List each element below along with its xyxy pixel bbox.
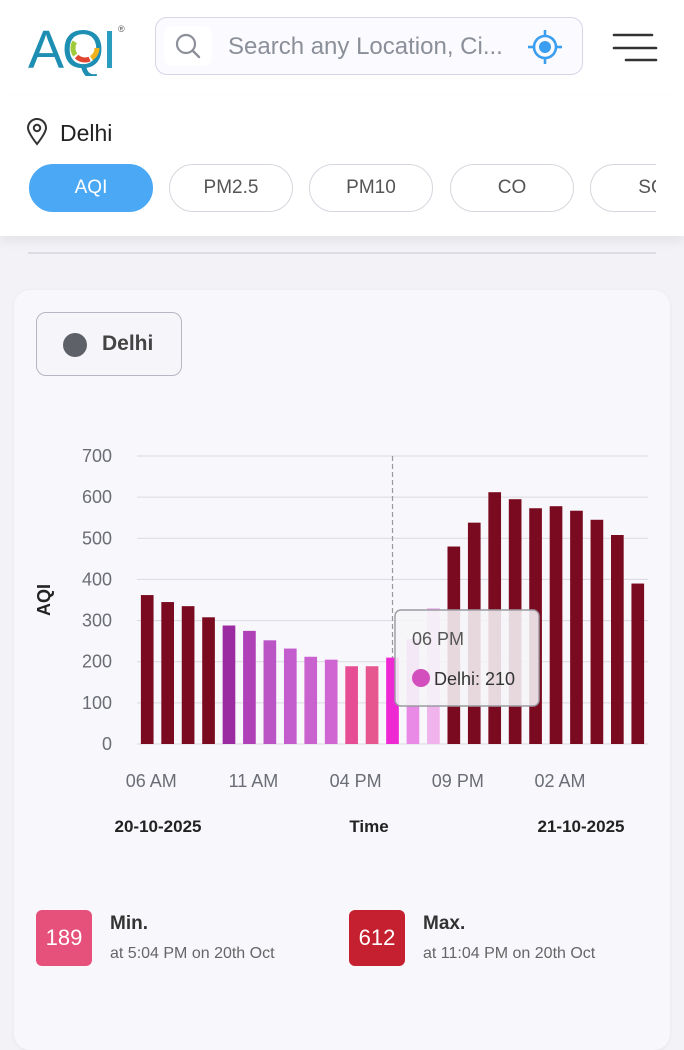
bar-24 <box>631 583 645 744</box>
bar-11 <box>365 666 379 744</box>
x-tick-label: 02 AM <box>535 771 586 791</box>
max-value-badge: 612 <box>349 910 405 966</box>
max-title: Max. <box>423 913 466 934</box>
bar-9 <box>324 659 338 744</box>
city-name: Delhi <box>60 120 113 146</box>
y-tick-label: 600 <box>82 487 112 507</box>
tab-pm25[interactable]: PM2.5 <box>169 164 293 212</box>
bar-5 <box>243 630 256 744</box>
legend-toggle-delhi[interactable]: Delhi <box>36 312 182 376</box>
bar-0 <box>140 595 154 744</box>
x-tick-label: 11 AM <box>229 771 279 791</box>
bar-10 <box>345 666 358 744</box>
tab-pm10[interactable]: PM10 <box>309 164 433 212</box>
bar-7 <box>283 648 297 744</box>
bar-3 <box>202 617 215 744</box>
search-box[interactable] <box>155 17 583 75</box>
tooltip-box <box>394 609 540 707</box>
locate-me-icon[interactable] <box>528 30 562 64</box>
y-tick-label: 500 <box>82 528 112 548</box>
bar-22 <box>590 519 604 744</box>
bar-2 <box>181 606 195 744</box>
max-subtitle: at 11:04 PM on 20th Oct <box>423 945 596 962</box>
aqi-logo[interactable]: AQI ® <box>28 20 128 80</box>
tooltip-time: 06 PM <box>412 629 464 649</box>
y-tick-label: 200 <box>82 652 112 672</box>
bar-21 <box>570 510 583 744</box>
bar-8 <box>304 656 318 744</box>
bar-6 <box>263 640 277 744</box>
map-pin-icon <box>26 118 48 146</box>
aqi-bar-chart: 0 100 200 300 400 500 600 700 AQI 06 AM 11 AM 04 PM… <box>34 446 648 836</box>
y-tick-label: 300 <box>82 611 112 631</box>
min-title: Min. <box>110 913 148 934</box>
y-tick-label: 700 <box>82 446 112 466</box>
pollutant-tabs: AQI PM2.5 PM10 CO SO <box>0 164 656 216</box>
logo-letters: AQI <box>28 20 115 76</box>
tab-so2[interactable]: SO <box>590 164 656 212</box>
y-tick-label: 400 <box>82 569 112 589</box>
chart-card: Delhi 0 100 200 300 400 500 600 700 AQI 06 AM 11 A… <box>14 290 670 1050</box>
y-tick-label: 100 <box>82 693 112 713</box>
tab-co[interactable]: CO <box>450 164 574 212</box>
x-axis-label: Time <box>349 817 388 836</box>
tooltip-series-dot <box>412 669 430 687</box>
header: AQI ® <box>0 0 684 96</box>
location-panel: Delhi AQI PM2.5 PM10 CO SO <box>0 96 684 236</box>
bar-4 <box>222 625 236 744</box>
search-input[interactable] <box>226 28 530 66</box>
hamburger-menu-icon[interactable] <box>612 30 658 66</box>
bar-20 <box>549 506 563 744</box>
y-axis-label: AQI <box>34 584 54 616</box>
min-subtitle: at 5:04 PM on 20th Oct <box>110 945 275 962</box>
tab-aqi[interactable]: AQI <box>29 164 153 212</box>
tooltip-value: Delhi: 210 <box>434 669 515 689</box>
start-date-label: 20-10-2025 <box>115 817 202 836</box>
bar-1 <box>161 602 174 744</box>
min-value-badge: 189 <box>36 910 92 966</box>
legend-dot <box>63 333 87 357</box>
bar-23 <box>611 534 624 744</box>
x-tick-label: 04 PM <box>330 771 382 791</box>
end-date-label: 21-10-2025 <box>538 817 625 836</box>
divider <box>28 252 656 254</box>
y-tick-label: 0 <box>102 734 112 754</box>
x-tick-label: 09 PM <box>432 771 484 791</box>
logo-registered-mark: ® <box>118 24 125 34</box>
aqi-logo-mark: AQI <box>28 20 117 80</box>
legend-label: Delhi <box>102 332 154 355</box>
search-icon[interactable] <box>164 26 212 66</box>
x-tick-label: 06 AM <box>126 771 177 791</box>
